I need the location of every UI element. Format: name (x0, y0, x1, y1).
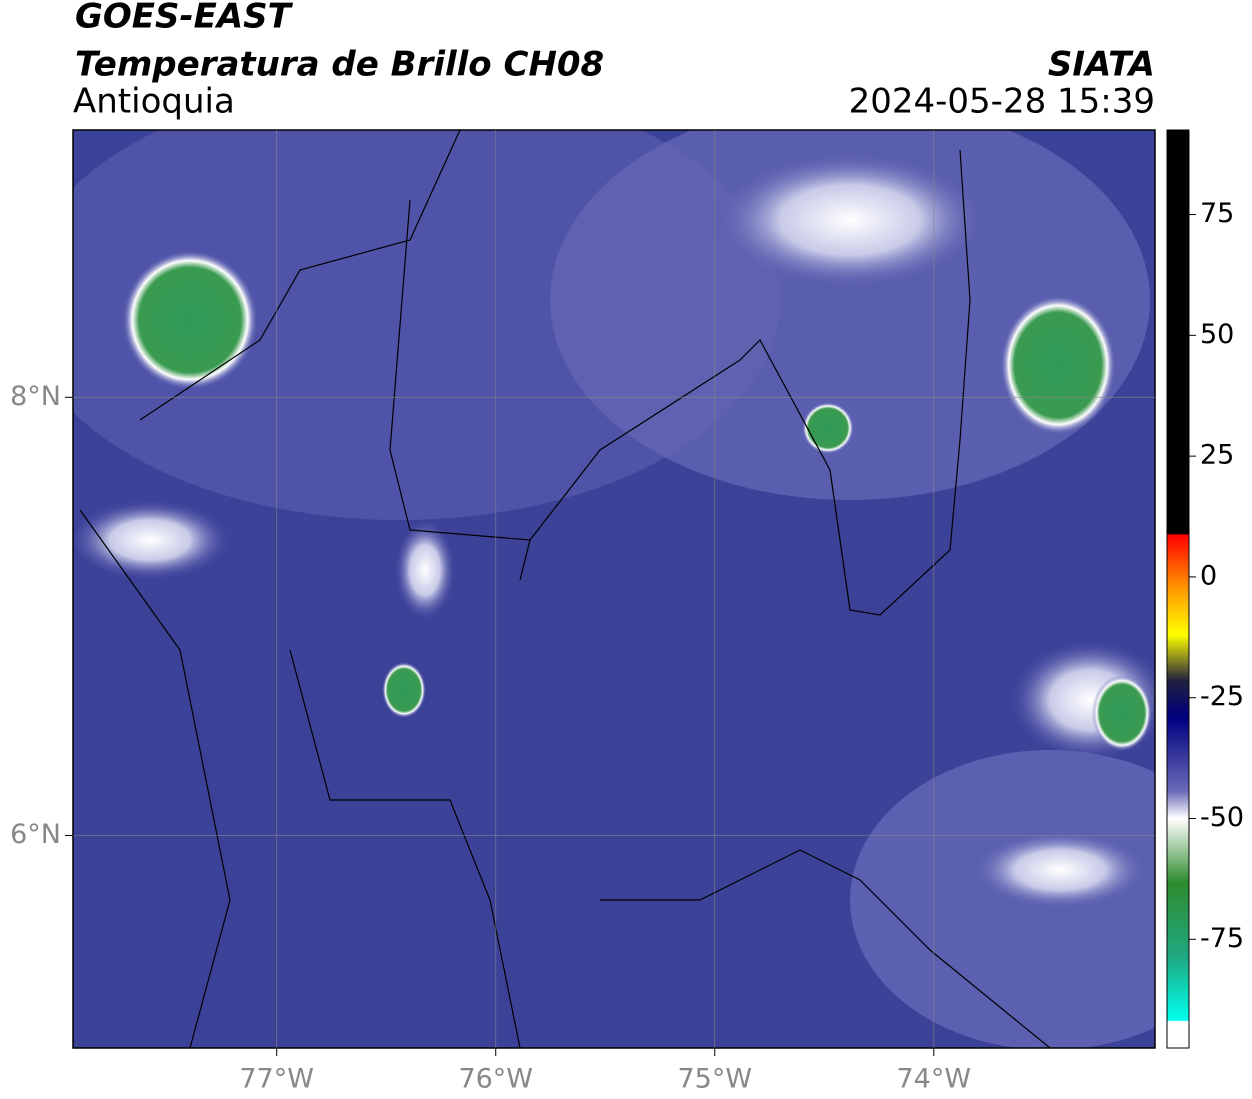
colorbar-tick-label: -75 (1200, 923, 1244, 954)
colorbar-tick-label: 25 (1200, 440, 1234, 471)
source: SIATA (1048, 45, 1155, 85)
map-frame (72, 129, 1156, 1049)
x-tick-label: 77°W (239, 1064, 314, 1095)
colorbar-tick-label: -25 (1200, 681, 1244, 712)
map-image (73, 130, 1155, 1048)
x-tick-label: 76°W (458, 1064, 533, 1095)
title: GOES-EAST (75, 0, 294, 37)
y-tick-label: 8°N (10, 381, 61, 412)
colorbar-tick-label: 50 (1200, 319, 1234, 350)
timestamp: 2024-05-28 15:39 (849, 82, 1155, 122)
colorbar-tick-label: -50 (1200, 802, 1244, 833)
subtitle: Temperatura de Brillo CH08 (75, 45, 604, 85)
colorbar-tick-label: 75 (1200, 198, 1234, 229)
colorbar-tick-label: 0 (1200, 560, 1217, 591)
x-tick-label: 74°W (897, 1064, 972, 1095)
x-tick-label: 75°W (677, 1064, 752, 1095)
region: Antioquia (73, 82, 235, 122)
colorbar (1166, 129, 1190, 1049)
y-tick-label: 6°N (10, 819, 61, 850)
